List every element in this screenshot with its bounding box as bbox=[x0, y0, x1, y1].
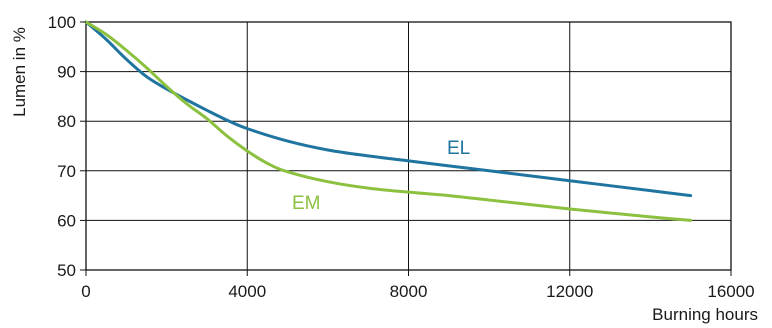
grid bbox=[86, 22, 731, 270]
x-tick-label: 0 bbox=[81, 282, 90, 301]
x-tick-label: 16000 bbox=[707, 282, 754, 301]
y-tick-label: 80 bbox=[57, 112, 76, 131]
series-labels: EL EM bbox=[292, 138, 470, 214]
x-axis-title: Burning hours bbox=[652, 305, 758, 324]
y-axis-title: Lumen in % bbox=[10, 27, 29, 117]
y-tick-label: 100 bbox=[48, 13, 76, 32]
series-label-em: EM bbox=[292, 193, 321, 214]
y-axis-ticks: 50 60 70 80 90 100 bbox=[48, 13, 86, 280]
x-axis-ticks: 0 4000 8000 12000 16000 bbox=[81, 270, 755, 301]
x-tick-label: 8000 bbox=[390, 282, 428, 301]
x-tick-label: 12000 bbox=[546, 282, 593, 301]
series-lines bbox=[84, 20, 693, 222]
series-line-em bbox=[84, 20, 693, 222]
series-line-el bbox=[84, 20, 693, 198]
y-tick-label: 50 bbox=[57, 261, 76, 280]
series-label-el: EL bbox=[447, 138, 470, 159]
y-tick-label: 70 bbox=[57, 162, 76, 181]
y-tick-label: 60 bbox=[57, 211, 76, 230]
x-tick-label: 4000 bbox=[228, 282, 266, 301]
y-tick-label: 90 bbox=[57, 63, 76, 82]
